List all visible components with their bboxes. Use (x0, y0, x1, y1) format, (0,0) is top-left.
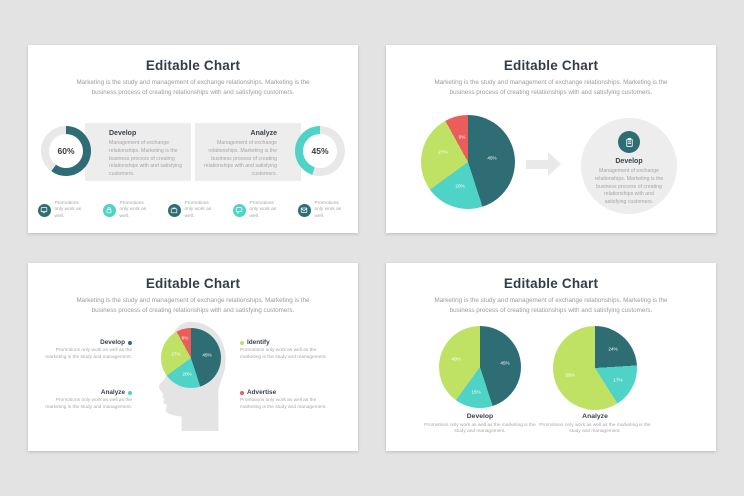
caption-heading: Develop (466, 413, 494, 420)
slide-donut-cards[interactable]: Editable Chart Marketing is the study an… (28, 45, 358, 233)
pie-slice-label: 59% (565, 372, 575, 378)
legend-label: Advertise (247, 389, 277, 396)
chat-icon (232, 203, 246, 217)
pie-slice-label: 20% (455, 183, 465, 189)
badge-row: Promotions only work as well. Promotions… (28, 201, 358, 220)
donut-percent-label: 45% (311, 146, 329, 156)
page-title: Editable Chart (503, 276, 599, 291)
monitor-icon (37, 203, 51, 217)
callout-body: Management of exchange relationships. Ma… (594, 168, 664, 206)
pie-slice-label: 27% (438, 149, 448, 155)
legend-label: Develop (100, 339, 125, 346)
callout-circle: Develop Management of exchange relations… (581, 118, 677, 214)
pie-slice-label: 27% (171, 351, 181, 357)
donut-chart-develop: 60% (41, 126, 91, 176)
donut-chart-analyze: 45% (295, 126, 345, 176)
page-title: Editable Chart (145, 58, 241, 73)
slide-pie-arrow[interactable]: Editable Chart Marketing is the study an… (386, 45, 716, 233)
pie-slice-label: 24% (608, 346, 618, 352)
legend-dot (240, 340, 244, 345)
legend-dot (128, 390, 132, 395)
pie-chart (161, 328, 221, 388)
badge: Promotions only work as well. (167, 200, 219, 220)
pie-caption-analyze: Analyze Promotions only work as well as … (535, 413, 655, 436)
card-body: Management of exchange relationships. Ma… (109, 140, 182, 178)
badge: Promotions only work as well. (102, 200, 154, 220)
donut-hole: 45% (303, 134, 337, 168)
slide-head-pie[interactable]: Editable Chart Marketing is the study an… (28, 263, 358, 451)
slide-two-pies[interactable]: Editable Chart Marketing is the study an… (386, 263, 716, 451)
pie-slice-label: 45% (202, 352, 212, 358)
legend-identify: Identify Promotions only work as well as… (240, 339, 332, 362)
badge-text: Promotions only work as well. (54, 200, 82, 219)
pie-slice-label: 15% (471, 389, 481, 395)
block-arrow-icon (548, 152, 561, 176)
badge: Promotions only work as well. (232, 200, 284, 220)
legend-desc: Promotions only work as well as the mark… (45, 398, 132, 410)
card-body: Management of exchange relationships. Ma… (204, 140, 277, 178)
card-heading: Analyze (250, 130, 277, 137)
badge: Promotions only work as well. (297, 200, 349, 220)
envelope-icon (297, 203, 311, 217)
pie-chart (421, 115, 515, 209)
info-card-develop: Develop Management of exchange relations… (85, 123, 191, 181)
page-subtitle: Marketing is the study and management of… (434, 79, 668, 96)
caption-heading: Analyze (582, 413, 608, 420)
badge: Promotions only work as well. (37, 200, 89, 220)
page-subtitle: Marketing is the study and management of… (76, 79, 310, 96)
badge-text: Promotions only work as well. (314, 200, 342, 219)
pie-slice-label: 45% (500, 360, 510, 366)
pie-chart-develop (439, 326, 521, 408)
page-title: Editable Chart (503, 58, 599, 73)
legend-desc: Promotions only work as well as the mark… (240, 348, 327, 360)
donut-hole: 60% (49, 134, 83, 168)
block-arrow-icon (526, 160, 548, 169)
legend-label: Identify (247, 339, 270, 346)
legend-head: Advertise (240, 389, 332, 396)
legend-analyze: Analyze Promotions only work as well as … (40, 389, 132, 412)
legend-advertise: Advertise Promotions only work as well a… (240, 389, 332, 412)
pie-slice-label: 17% (613, 377, 623, 383)
badge-text: Promotions only work as well. (119, 200, 147, 219)
legend-head: Develop (40, 339, 132, 346)
page-subtitle: Marketing is the study and management of… (434, 297, 668, 314)
pie-slice-label: 8% (181, 335, 189, 341)
donut-percent-label: 60% (57, 146, 75, 156)
pie-slice-label: 45% (487, 155, 497, 161)
legend-head: Identify (240, 339, 332, 346)
legend-label: Analyze (100, 389, 125, 396)
page-title: Editable Chart (145, 276, 241, 291)
legend-dot (128, 340, 132, 345)
pie-slice-label: 8% (458, 134, 466, 140)
legend-desc: Promotions only work as well as the mark… (240, 398, 327, 410)
legend-desc: Promotions only work as well as the mark… (45, 348, 132, 360)
legend-dot (240, 390, 244, 395)
briefcase-icon (167, 203, 181, 217)
lock-icon (102, 203, 116, 217)
clipboard-icon (618, 131, 640, 153)
caption-desc: Promotions only work as well as the mark… (424, 422, 536, 435)
callout-heading: Develop (615, 158, 643, 165)
pie-slice-label: 40% (451, 356, 461, 362)
page-subtitle: Marketing is the study and management of… (76, 297, 310, 314)
pie-slice-label: 20% (182, 371, 192, 377)
info-card-analyze: Analyze Management of exchange relations… (195, 123, 301, 181)
caption-desc: Promotions only work as well as the mark… (539, 422, 651, 435)
pie-chart-analyze (553, 326, 637, 410)
card-heading: Develop (109, 130, 137, 137)
pie-caption-develop: Develop Promotions only work as well as … (420, 413, 540, 436)
badge-text: Promotions only work as well. (249, 200, 277, 219)
legend-develop: Develop Promotions only work as well as … (40, 339, 132, 362)
badge-text: Promotions only work as well. (184, 200, 212, 219)
legend-head: Analyze (40, 389, 132, 396)
